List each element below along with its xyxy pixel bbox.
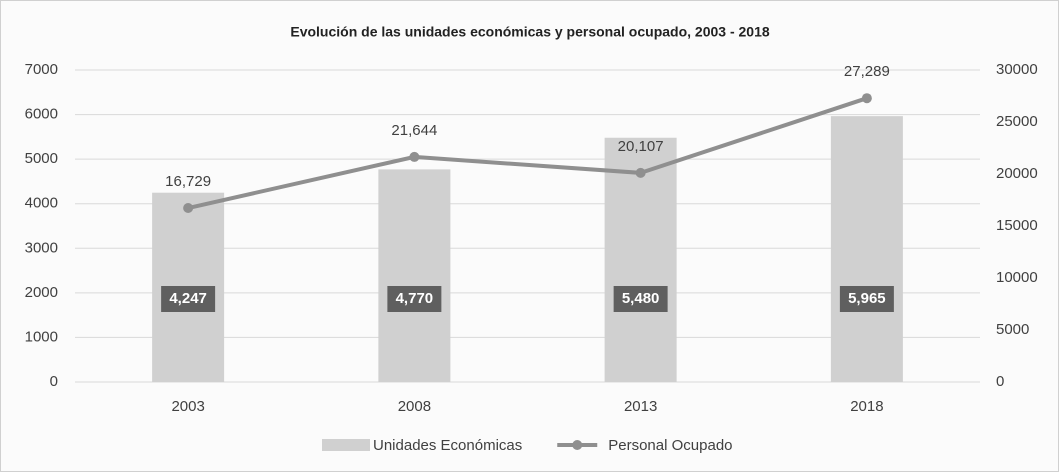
y-tick-label: 3000	[25, 239, 58, 256]
x-tick-label: 2003	[171, 398, 204, 415]
x-tick-label: 2018	[850, 398, 883, 415]
value-label: 21,644	[391, 122, 437, 139]
value-label: 4,770	[396, 290, 434, 307]
y-tick-label: 6000	[25, 106, 58, 123]
chart: Evolución de las unidades económicas y p…	[0, 0, 1059, 472]
y2-tick-label: 20000	[996, 165, 1038, 182]
y-tick-label: 0	[50, 373, 58, 390]
line-point	[183, 203, 193, 213]
value-label: 4,247	[169, 290, 207, 307]
chart-title: Evolución de las unidades económicas y p…	[290, 24, 769, 40]
value-label: 16,729	[165, 173, 211, 190]
y-tick-label: 5000	[25, 150, 58, 167]
y2-tick-label: 15000	[996, 217, 1038, 234]
y2-tick-label: 0	[996, 373, 1004, 390]
y2-tick-label: 5000	[996, 321, 1029, 338]
line-point	[409, 152, 419, 162]
line-point	[636, 168, 646, 178]
y-tick-label: 4000	[25, 195, 58, 212]
y2-tick-label: 25000	[996, 113, 1038, 130]
y-tick-label: 7000	[25, 61, 58, 78]
x-tick-label: 2013	[624, 398, 657, 415]
y2-tick-label: 30000	[996, 61, 1038, 78]
value-label: 20,107	[618, 138, 664, 155]
y-tick-label: 1000	[25, 328, 58, 345]
legend-swatch-point	[572, 440, 582, 450]
value-label: 27,289	[844, 63, 890, 80]
value-label: 5,480	[622, 290, 660, 307]
legend-swatch	[322, 439, 370, 451]
y2-tick-label: 10000	[996, 269, 1038, 286]
bar	[378, 169, 450, 382]
x-tick-label: 2008	[398, 398, 431, 415]
y-tick-label: 2000	[25, 284, 58, 301]
legend-label: Personal Ocupado	[608, 437, 732, 454]
value-label: 5,965	[848, 290, 886, 307]
line-point	[862, 93, 872, 103]
legend-label: Unidades Económicas	[373, 437, 522, 454]
bar	[831, 116, 903, 382]
